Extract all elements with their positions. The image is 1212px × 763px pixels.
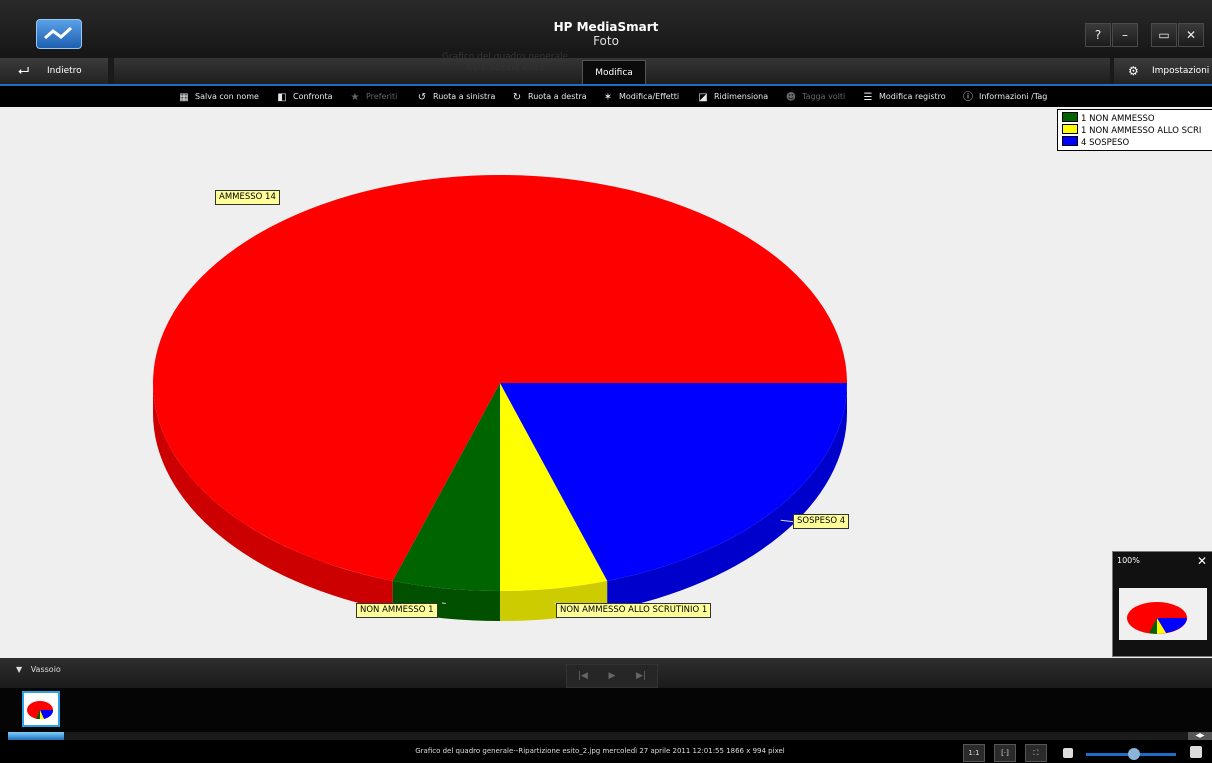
tray-pie-thumbnail	[27, 701, 54, 719]
pie-slice-1	[392, 383, 500, 591]
resize-button[interactable]: ◪ Ridimensiona	[697, 86, 768, 108]
photo-canvas[interactable]: 1 NON AMMESSO 1 NON AMMESSO ALLO SCRI 4 …	[0, 107, 1212, 658]
resize-label: Ridimensiona	[714, 92, 769, 101]
minimize-button[interactable]: –	[1112, 23, 1138, 47]
data-label-sospeso: SOSPESO 4	[793, 514, 850, 529]
pie-slice-2	[500, 383, 608, 591]
play-button[interactable]: ▶	[608, 671, 616, 681]
navigator-thumbnail[interactable]	[1119, 588, 1207, 640]
navigator-zoom-level: 100%	[1117, 556, 1140, 565]
pie-slice-3	[500, 383, 847, 581]
save-as-label: Salva con nome	[195, 92, 259, 101]
pie-side-3	[607, 383, 847, 611]
pie-slice-0	[152, 174, 847, 581]
data-label-ammesso: AMMESSO 14	[215, 190, 280, 205]
tray-arrow-icon: ▼	[16, 665, 23, 674]
ghost-image-title: Grafico del quadro generale Ripartizione…	[420, 52, 590, 74]
edit-effects-button[interactable]: ✶ Modifica/Effetti	[602, 86, 679, 108]
info-icon: ⓘ	[963, 92, 973, 103]
rotate-left-icon: ↺	[417, 92, 427, 103]
data-label-non-ammesso-scrutinio: NON AMMESSO ALLO SCRUTINIO 1	[556, 603, 712, 618]
legend-item: 4 SOSPESO	[1062, 136, 1130, 148]
settings-label: Impostazioni	[1152, 66, 1210, 76]
tray-scroll-arrows-icon[interactable]: ◀▶	[1188, 732, 1212, 740]
thumbnail-tray	[0, 688, 1212, 732]
save-as-icon: ▦	[179, 92, 189, 103]
list-icon: ☰	[863, 92, 873, 103]
back-label: Indietro	[47, 66, 82, 76]
legend-label: 1 NON AMMESSO	[1081, 114, 1155, 124]
hp-mediasmart-logo-icon[interactable]	[36, 19, 82, 49]
back-arrow-icon: ⮠	[18, 63, 30, 79]
resize-icon: ◪	[698, 92, 708, 103]
legend-item: 1 NON AMMESSO ALLO SCRI	[1062, 124, 1202, 136]
tray-label: Vassoio	[30, 665, 61, 674]
close-button[interactable]: ✕	[1178, 23, 1204, 47]
save-as-button[interactable]: ▦ Salva con nome	[178, 86, 259, 108]
fit-to-window-button[interactable]: [·]	[994, 744, 1016, 762]
info-tag-label: Informazioni /Tag	[979, 92, 1048, 101]
app-section-title: Foto	[593, 34, 619, 48]
legend-label: 1 NON AMMESSO ALLO SCRI	[1081, 126, 1202, 136]
ghost-title-line-2: Ripartizione esito	[465, 63, 545, 73]
chart-legend: 1 NON AMMESSO 1 NON AMMESSO ALLO SCRI 4 …	[1057, 109, 1212, 151]
edit-log-button[interactable]: ☰ Modifica registro	[862, 86, 946, 108]
star-icon: ★	[350, 92, 360, 103]
tag-faces-label: Tagga volti	[802, 92, 846, 101]
previous-button[interactable]: |◀	[578, 671, 588, 681]
status-bar	[0, 741, 1212, 763]
tab-modifica[interactable]: Modifica	[582, 60, 646, 85]
back-button[interactable]: ⮠ Indietro	[0, 58, 108, 84]
legend-swatch	[1062, 112, 1078, 122]
pie-chart	[152, 174, 847, 621]
compare-icon: ◧	[277, 92, 287, 103]
actual-size-button[interactable]: 1:1	[963, 744, 985, 762]
favorites-label: Preferiti	[366, 92, 398, 101]
edit-effects-label: Modifica/Effetti	[619, 92, 680, 101]
tray-scrollbar[interactable]	[8, 732, 1188, 740]
compare-label: Confronta	[293, 92, 333, 101]
rotate-left-label: Ruota a sinistra	[433, 92, 496, 101]
edit-log-label: Modifica registro	[879, 92, 946, 101]
info-tag-button[interactable]: ⓘ Informazioni /Tag	[962, 86, 1047, 108]
tray-toggle[interactable]: ▼ Vassoio	[16, 665, 61, 674]
rotate-right-label: Ruota a destra	[528, 92, 587, 101]
data-label-non-ammesso: NON AMMESSO 1	[356, 603, 438, 618]
edit-toolbar: ▦ Salva con nome ◧ Confronta ★ Preferiti ↺ R…	[0, 84, 1212, 109]
face-tag-icon: ☻	[785, 92, 797, 103]
rotate-right-icon: ↻	[512, 92, 522, 103]
title-bar	[0, 0, 1212, 60]
legend-swatch	[1062, 136, 1078, 146]
tray-thumbnail[interactable]	[22, 691, 60, 727]
navigator-close-button[interactable]: ✕	[1196, 554, 1207, 568]
compare-button[interactable]: ◧ Confronta	[276, 86, 332, 108]
navigator-pie-thumbnail	[1127, 602, 1187, 634]
legend-item: 1 NON AMMESSO	[1062, 112, 1155, 124]
navigator-header: 100% ✕	[1113, 552, 1212, 570]
zoom-in-icon[interactable]	[1190, 746, 1202, 758]
restore-button[interactable]: ▭	[1151, 23, 1177, 47]
file-info: Grafico del quadro generale--Ripartizion…	[415, 747, 785, 755]
magic-wand-icon: ✶	[603, 92, 613, 103]
favorites-button[interactable]: ★ Preferiti	[349, 86, 398, 108]
zoom-slider-knob[interactable]	[1128, 748, 1140, 760]
rotate-right-button[interactable]: ↻ Ruota a destra	[511, 86, 587, 108]
legend-swatch	[1062, 124, 1078, 134]
settings-button[interactable]: ⚙ Impostazioni	[1114, 58, 1212, 84]
zoom-out-icon[interactable]	[1063, 748, 1073, 758]
legend-label: 4 SOSPESO	[1081, 138, 1130, 148]
zoom-navigator[interactable]: 100% ✕	[1112, 551, 1212, 657]
gear-icon: ⚙	[1128, 64, 1139, 78]
rotate-left-button[interactable]: ↺ Ruota a sinistra	[416, 86, 496, 108]
tag-faces-button[interactable]: ☻ Tagga volti	[785, 86, 846, 108]
pie-side-0	[152, 383, 393, 611]
ghost-title-line-1: Grafico del quadro generale	[441, 52, 569, 62]
help-button[interactable]: ?	[1085, 23, 1111, 47]
fullscreen-button[interactable]: ⛶	[1025, 744, 1047, 762]
next-button[interactable]: ▶|	[636, 671, 646, 681]
tray-scrollbar-thumb[interactable]	[8, 732, 64, 740]
app-title: HP MediaSmart	[553, 20, 659, 34]
slideshow-controls: |◀ ▶ ▶|	[566, 664, 658, 688]
